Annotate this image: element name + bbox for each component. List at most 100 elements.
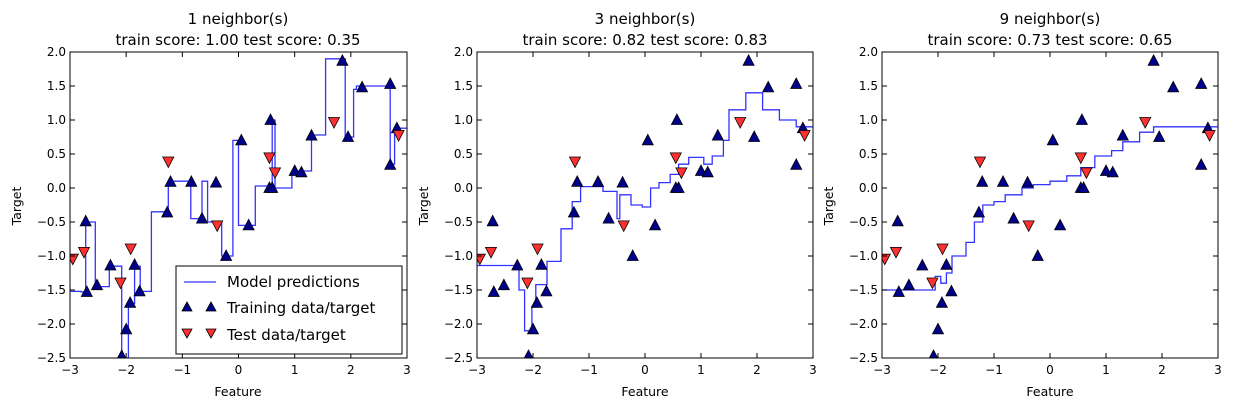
y-tick-label: 0.0 [859,181,878,195]
panel-1-subtitle: train score: 1.00 test score: 0.35 [115,31,360,49]
y-tick-label: 1.5 [47,79,66,93]
x-tick-label: −3 [468,363,486,377]
training-point [931,322,945,335]
legend-entry-training-data: Training data/target [226,299,376,317]
model-prediction-line [882,126,1218,291]
legend-train-swatch-1 [181,301,193,312]
panel-2-plot: −3 −2 −1 0 1 2 3 2.0 1.5 1.0 0.5 0.0 −0.5 −1.0 −1.5 −2.… [444,45,817,377]
x-tick-label: −2 [117,363,135,377]
model-prediction-line [477,92,813,332]
test-point [889,246,903,259]
x-tick-label: 0 [1046,363,1054,377]
training-point [128,257,141,270]
test-point [77,246,91,259]
training-point [117,349,127,358]
training-point [916,258,929,271]
panel-2-title: 3 neighbor(s) [595,10,696,28]
test-point [617,220,630,233]
y-tick-label: −2.0 [849,317,878,331]
y-tick-label: −2.5 [37,351,66,365]
training-point [940,257,953,270]
x-tick-label: 2 [753,363,761,377]
training-point [104,258,117,271]
training-point [487,285,500,297]
training-point [935,296,949,308]
training-point [384,77,397,89]
training-point [1007,211,1020,224]
training-point [762,80,775,93]
training-point [1116,128,1129,141]
panel-3: −3 −2 −1 0 1 2 3 2.0 1.5 1.0 0.5 0.0 −0.5 −1.0 −1.5 −2.… [821,10,1222,399]
training-point [626,249,639,261]
training-point [672,181,685,193]
panel-1-x-axis-label: Feature [214,384,262,399]
training-point [266,181,279,193]
y-tick-label: 1.0 [47,113,66,127]
training-point [928,349,939,358]
training-point [1195,158,1208,170]
y-tick-label: −0.5 [444,215,473,229]
training-point [567,205,581,218]
panel-1-plot: −3 −2 −1 0 1 2 3 2.0 1.5 1.0 0.5 0.0 −0.5 −1.0 −1.5 −2.… [37,45,411,377]
panel-2-subtitle: train score: 0.82 test score: 0.83 [522,31,767,49]
panel-3-subtitle: train score: 0.73 test score: 0.65 [927,31,1172,49]
training-point [120,322,133,335]
test-point [162,156,175,169]
test-point [1080,167,1093,180]
test-point [568,156,582,169]
x-tick-label: −2 [929,363,947,377]
training-point [976,175,989,187]
test-point [124,243,137,256]
panel-3-title: 9 neighbor(s) [1000,10,1101,28]
test-point [1203,130,1216,142]
test-point [936,243,949,256]
training-point [694,164,708,176]
training-point [1046,133,1059,146]
test-point [734,117,747,129]
test-point [1074,152,1087,165]
training-point [497,278,511,291]
training-point [161,205,174,218]
training-point [616,175,629,188]
y-tick-label: −1.5 [444,283,473,297]
training-point [711,128,724,141]
training-point [902,278,916,291]
training-point [523,349,534,358]
x-tick-label: 2 [347,363,355,377]
training-point [742,53,755,66]
training-point [972,205,986,218]
training-point [1053,218,1067,231]
test-point [973,156,987,169]
x-tick-label: 3 [1214,363,1222,377]
training-point [1077,181,1090,193]
test-point [798,130,811,142]
test-point [1022,220,1035,233]
y-tick-label: 2.0 [859,45,878,59]
legend-train-swatch-2 [205,301,217,312]
x-tick-label: −3 [61,363,79,377]
training-point [1106,165,1119,178]
y-tick-label: −2.0 [37,317,66,331]
panel-3-x-axis-label: Feature [1026,384,1074,399]
training-point [195,211,209,224]
training-point [209,175,223,188]
legend-test-swatch-2 [205,328,217,339]
y-tick-label: 0.0 [47,181,66,195]
x-tick-label: 0 [641,363,649,377]
y-tick-label: 0.5 [454,147,473,161]
panel-3-plot: −3 −2 −1 0 1 2 3 2.0 1.5 1.0 0.5 0.0 −0.5 −1.0 −1.5 −2.… [849,45,1222,377]
training-point [1195,77,1208,89]
training-point [185,175,198,187]
training-point [486,214,499,227]
y-tick-label: 1.0 [859,113,878,127]
training-point [701,165,714,178]
y-tick-label: −1.0 [849,249,878,263]
y-tick-label: 2.0 [454,45,473,59]
test-point [114,277,127,290]
plot-area [477,53,813,358]
legend-entry-model-predictions: Model predictions [227,273,360,291]
panel-1: −3 −2 −1 0 1 2 3 2.0 1.5 1.0 0.5 0.0 −0.5 −1.0 −1.5 −2.… [9,10,411,399]
training-point [355,80,369,93]
training-point [571,175,584,187]
